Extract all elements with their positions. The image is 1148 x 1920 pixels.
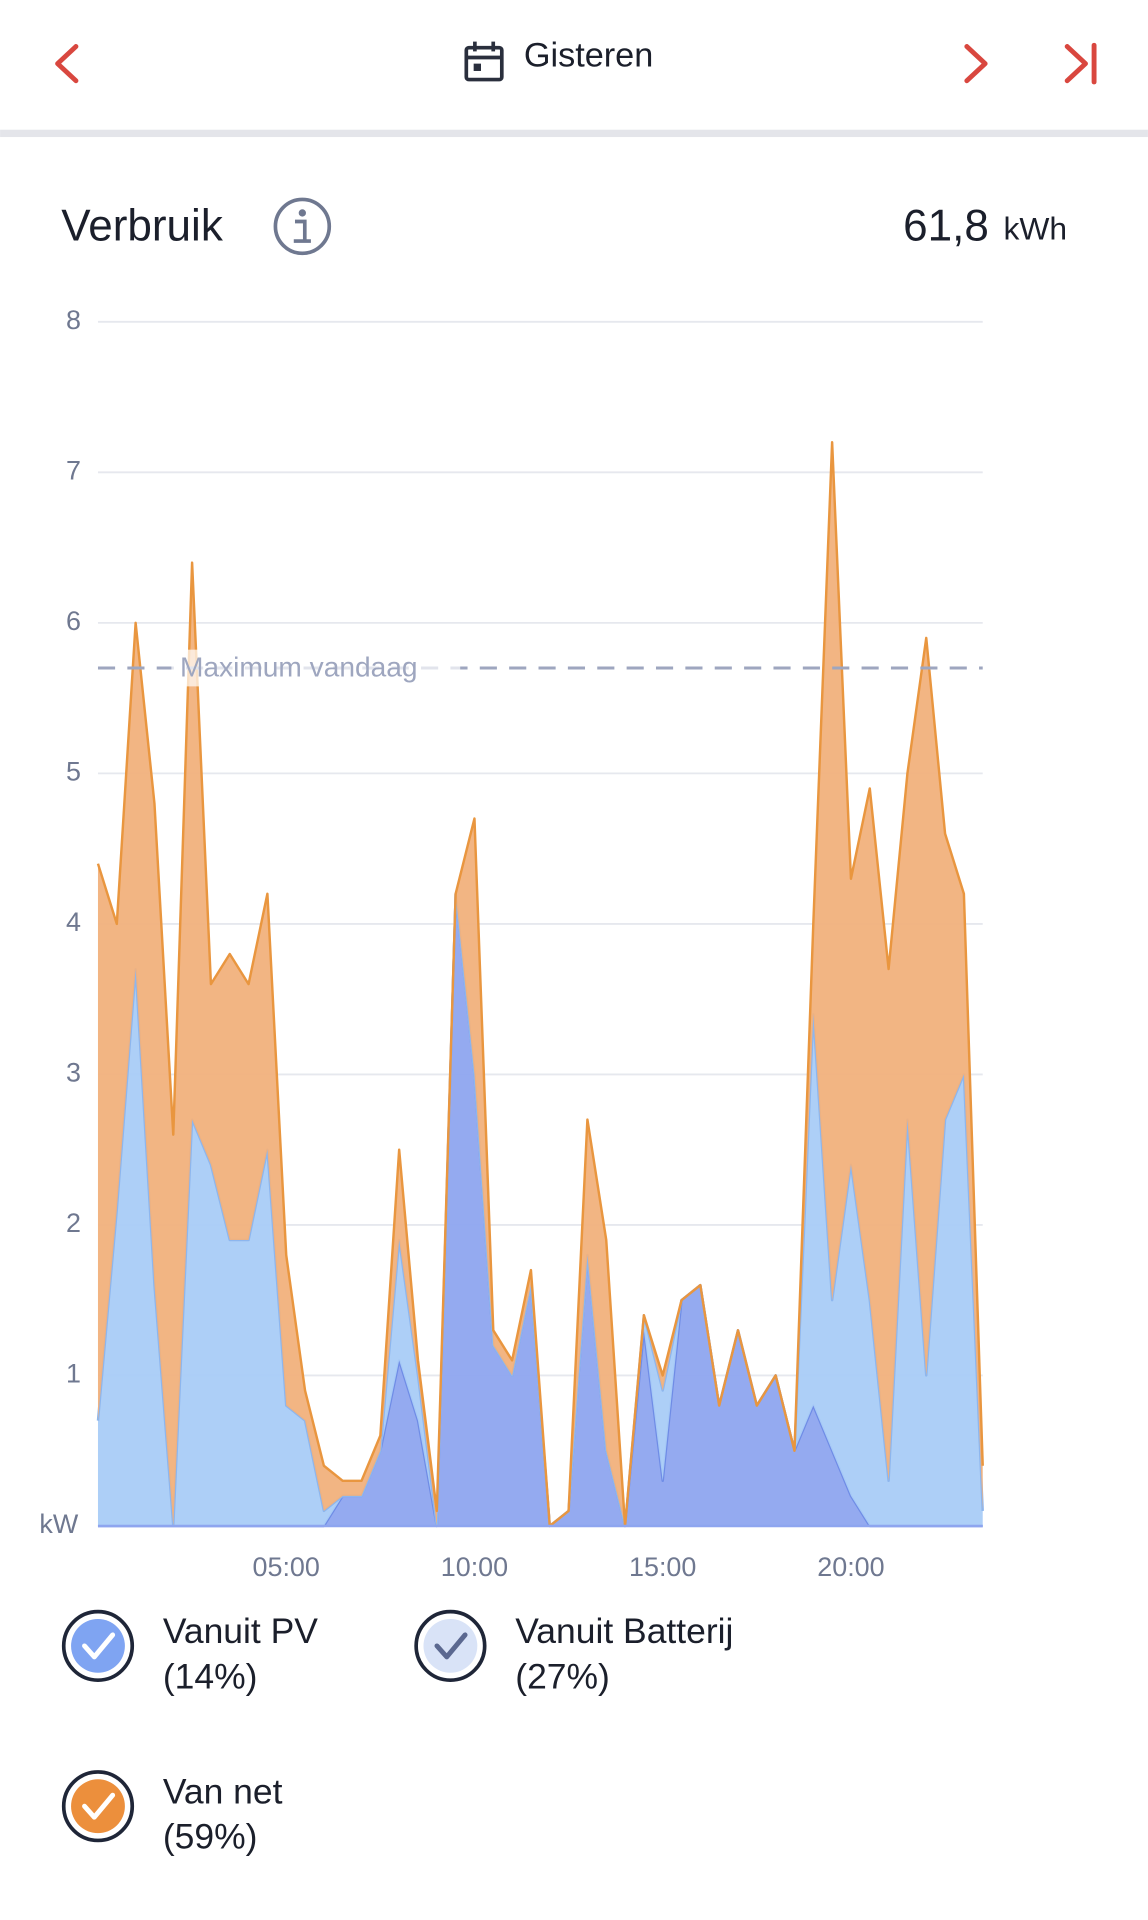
legend-checkbox: [71, 1618, 125, 1673]
date-title[interactable]: Gisteren: [524, 37, 653, 75]
x-tick-label: 10:00: [441, 1552, 508, 1582]
y-tick-label: 1: [66, 1359, 81, 1389]
back-button[interactable]: [55, 44, 79, 84]
legend: Vanuit PV (14%) Vanuit Batterij (27%) Van ne…: [61, 1609, 733, 1857]
legend-label: Van net: [163, 1771, 283, 1811]
legend-checkbox: [423, 1618, 478, 1673]
info-button[interactable]: [273, 197, 332, 256]
reference-label-bg: [171, 649, 461, 687]
next-button[interactable]: [964, 44, 988, 84]
legend-label: Vanuit Batterij: [515, 1611, 733, 1651]
y-tick-label: 6: [66, 606, 81, 636]
legend-item[interactable]: Van net (59%): [61, 1770, 283, 1857]
section-title: Verbruik: [61, 201, 224, 250]
legend-checkbox: [71, 1779, 125, 1834]
total-value: 61,8: [903, 201, 989, 250]
calendar-icon: [464, 41, 504, 82]
legend-share: (14%): [163, 1656, 258, 1696]
chart: 1 2 3 4 5 6 7 8 kW Maximum vandaag 05:00 10:00 15:00…: [39, 305, 984, 1582]
y-axis-label: kW: [39, 1509, 78, 1539]
x-tick-label: 15:00: [629, 1552, 696, 1582]
y-tick-label: 5: [66, 756, 81, 786]
y-tick-label: 8: [66, 305, 81, 335]
legend-item[interactable]: Vanuit Batterij (27%): [414, 1609, 733, 1696]
x-tick-label: 05:00: [253, 1552, 320, 1582]
reference-label: Maximum vandaag: [180, 652, 418, 683]
legend-share: (27%): [515, 1656, 610, 1696]
y-tick-label: 7: [66, 455, 81, 485]
last-button[interactable]: [1064, 42, 1097, 85]
header-divider: [0, 129, 1148, 138]
check-icon: [434, 1632, 468, 1660]
legend-share: (59%): [163, 1817, 258, 1857]
check-icon: [82, 1632, 116, 1660]
y-tick-label: 3: [66, 1058, 81, 1088]
area-line: [96, 441, 984, 1528]
total-unit: kWh: [1004, 211, 1068, 247]
check-icon: [82, 1792, 116, 1820]
legend-label: Vanuit PV: [163, 1611, 318, 1651]
y-tick-label: 4: [66, 907, 81, 937]
legend-item[interactable]: Vanuit PV (14%): [61, 1609, 319, 1696]
y-tick-label: 2: [66, 1208, 81, 1238]
x-tick-label: 20:00: [817, 1552, 884, 1582]
